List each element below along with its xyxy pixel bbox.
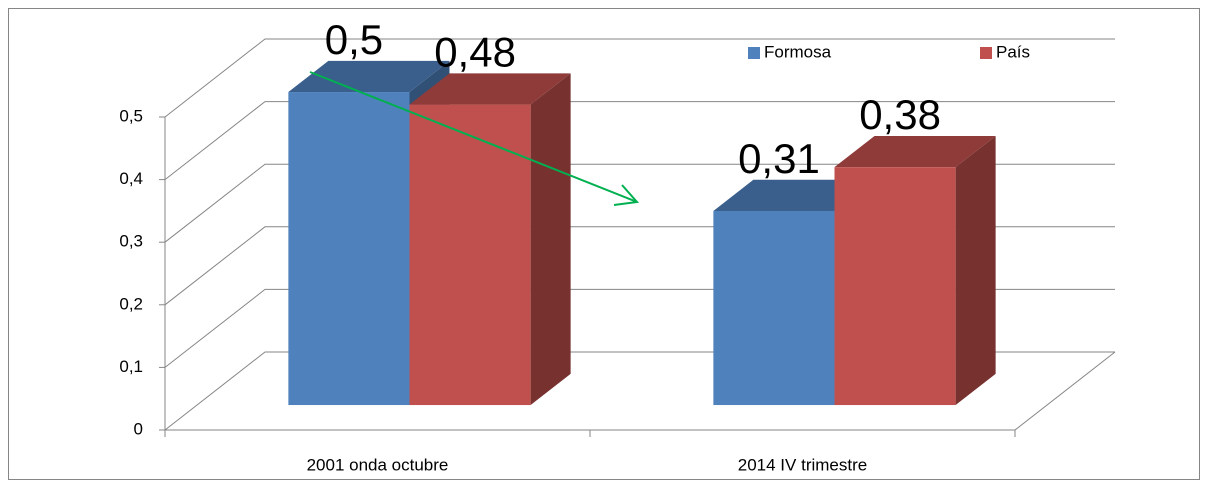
chart-border — [8, 8, 1200, 480]
legend-label: País — [996, 42, 1030, 61]
legend-label: Formosa — [764, 42, 832, 61]
y-tick-label: 0 — [134, 419, 143, 438]
legend-swatch — [748, 47, 760, 59]
bar — [288, 92, 410, 406]
data-label: 0,31 — [738, 135, 820, 182]
x-tick-label: 2014 IV trimestre — [738, 455, 867, 474]
bar — [713, 210, 835, 406]
bar-top — [713, 179, 875, 211]
data-label: 0,38 — [859, 91, 941, 138]
data-label: 0,5 — [325, 16, 383, 63]
bar-top — [409, 73, 571, 105]
x-tick-label: 2001 onda octubre — [307, 455, 449, 474]
bar-top — [834, 135, 996, 168]
bar — [834, 167, 956, 406]
bar-top — [288, 60, 450, 93]
bar — [409, 104, 531, 406]
legend-swatch — [980, 47, 992, 59]
plot: 0 0,1 0,2 0,3 0,4 0,5 2001 onda octubre 2014 IV… — [119, 16, 1116, 474]
y-tick-label: 0,3 — [119, 232, 143, 251]
bar-side — [530, 73, 571, 406]
y-tick-label: 0,4 — [119, 169, 143, 188]
y-tick-label: 0,1 — [119, 357, 143, 376]
grid-line — [164, 101, 1115, 180]
y-tick-label: 0,5 — [119, 106, 143, 125]
data-label: 0,48 — [434, 28, 516, 75]
y-tick-label: 0,2 — [119, 294, 143, 313]
bar-side — [955, 135, 996, 406]
grid-line — [164, 163, 1115, 243]
grid-line — [164, 38, 1115, 118]
trend-arrow — [309, 71, 639, 206]
